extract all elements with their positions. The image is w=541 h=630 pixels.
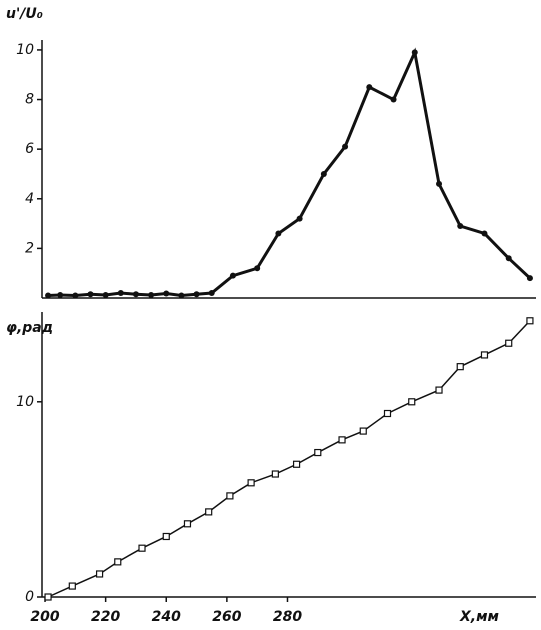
marker — [138, 544, 146, 552]
marker — [44, 593, 52, 601]
marker — [505, 339, 513, 347]
marker — [208, 290, 215, 297]
marker — [114, 558, 122, 566]
marker — [72, 292, 79, 299]
marker — [275, 230, 282, 237]
marker — [226, 492, 234, 500]
marker — [481, 230, 488, 237]
marker — [526, 275, 533, 282]
marker — [480, 351, 489, 359]
marker — [117, 290, 124, 297]
x-axis-label: X,мм — [459, 609, 499, 625]
marker — [95, 570, 104, 578]
marker — [87, 291, 94, 298]
series-line — [47, 320, 531, 598]
marker — [456, 363, 464, 371]
marker — [342, 143, 349, 150]
marker — [292, 460, 301, 468]
marker — [505, 255, 512, 262]
marker — [390, 96, 397, 103]
y-tick-label: 0 — [25, 589, 34, 605]
marker — [338, 436, 346, 444]
marker — [435, 386, 443, 394]
y-tick-label: 10 — [16, 42, 34, 58]
marker — [57, 292, 64, 299]
x-tick-label: 240 — [152, 609, 181, 625]
marker — [102, 292, 109, 299]
marker — [163, 290, 170, 297]
marker — [45, 292, 52, 299]
marker — [162, 532, 170, 541]
y-tick-label: 8 — [25, 92, 34, 108]
y-tick-label: 6 — [25, 141, 34, 157]
marker — [148, 292, 155, 299]
y-tick-label: 2 — [25, 240, 34, 256]
marker — [411, 49, 418, 56]
marker — [132, 291, 139, 298]
marker — [383, 409, 392, 418]
marker — [314, 448, 322, 457]
marker — [229, 272, 236, 279]
series-line — [48, 47, 531, 298]
y-tick-label: 4 — [25, 191, 34, 207]
y-axis-label: φ,рад — [6, 320, 53, 336]
y-axis-label: u'/U₀ — [6, 6, 43, 22]
marker — [436, 180, 443, 187]
marker — [68, 582, 76, 590]
marker — [193, 291, 200, 298]
marker — [178, 292, 185, 299]
marker — [408, 398, 416, 406]
marker — [271, 470, 279, 478]
marker — [296, 215, 303, 222]
marker — [183, 520, 192, 528]
marker — [320, 170, 327, 177]
x-tick-label: 260 — [212, 609, 241, 625]
marker — [254, 265, 261, 272]
marker — [526, 317, 534, 325]
y-tick-label: 10 — [16, 394, 34, 410]
marker — [359, 427, 367, 435]
x-tick-label: 280 — [273, 609, 302, 625]
marker — [205, 508, 213, 516]
marker — [247, 479, 255, 487]
marker — [457, 223, 464, 230]
x-tick-label: 200 — [30, 609, 59, 625]
marker — [366, 84, 373, 91]
x-tick-label: 220 — [91, 609, 120, 625]
